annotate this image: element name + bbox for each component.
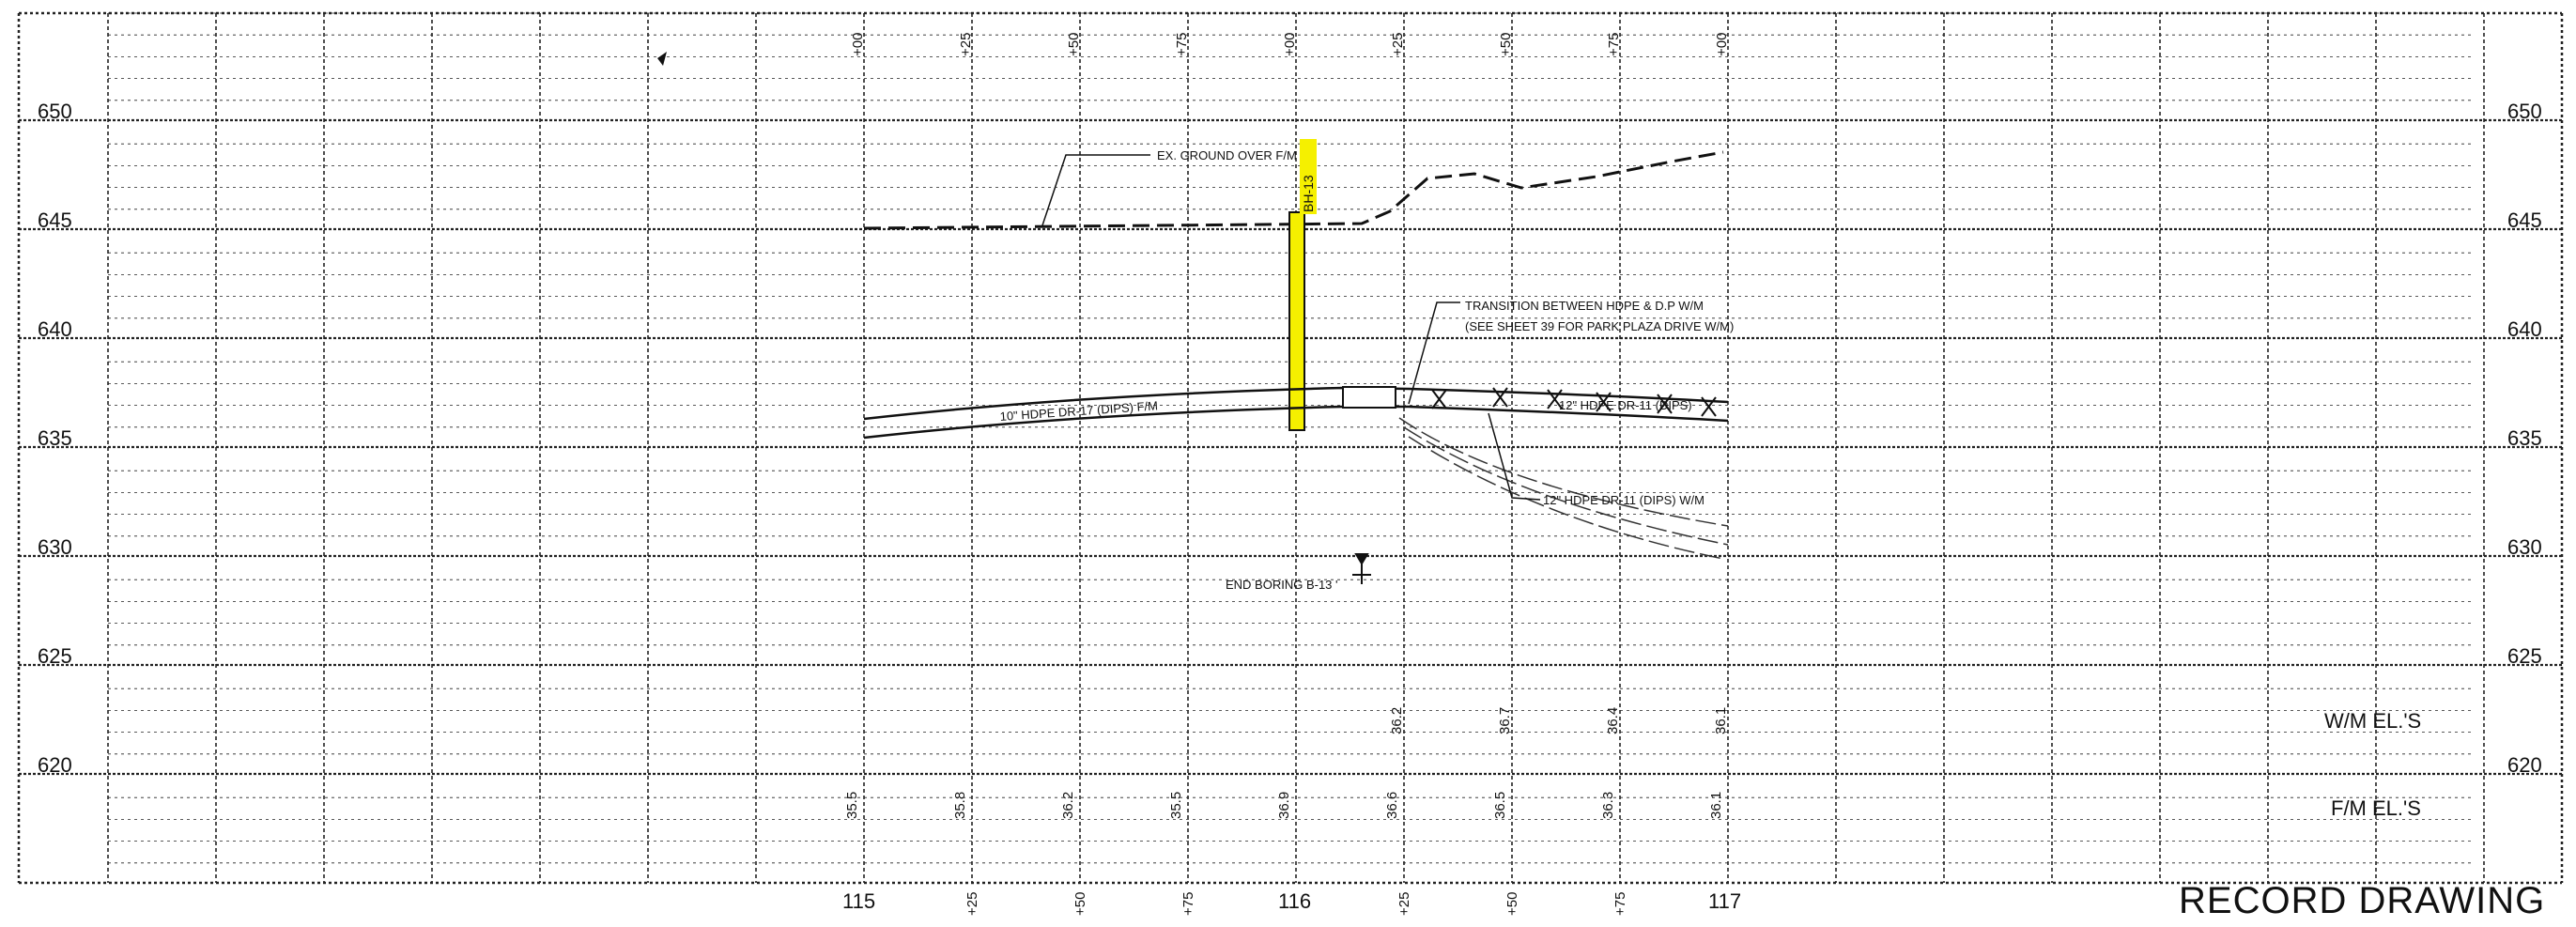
fm-elevation-value: 36.5 xyxy=(1492,792,1508,819)
end-boring-note: END BORING B-13 ' xyxy=(1226,578,1338,592)
force-main-pipe-top xyxy=(863,386,1729,421)
boring-tag-highlight xyxy=(1300,139,1317,214)
station-tick-label: +50 xyxy=(1066,33,1082,56)
fm-elevation-value: 36.2 xyxy=(1060,792,1076,819)
lower-wm-leader-line xyxy=(1488,412,1541,501)
elevation-label: 630 xyxy=(2507,535,2542,559)
station-tick-label: +25 xyxy=(1396,892,1412,916)
fm-elevation-value: 36.6 xyxy=(1384,792,1400,819)
bottom-station-labels: 115 116 117 +25 +50 +75 +25 +50 +75 xyxy=(842,889,1741,916)
station-label: 116 xyxy=(1278,889,1311,913)
fm-elevation-value: 35.5 xyxy=(844,792,860,819)
wm-elevation-value: 36.2 xyxy=(1389,707,1405,734)
wm-elevation-value: 36.7 xyxy=(1497,707,1513,734)
elevation-label: 625 xyxy=(38,644,72,668)
fm-elevation-value: 35.5 xyxy=(1168,792,1184,819)
record-drawing-stamp: RECORD DRAWING xyxy=(2179,880,2545,921)
fm-elevation-value: 35.8 xyxy=(952,792,968,819)
fm-elevation-value: 36.1 xyxy=(1708,792,1724,819)
station-tick-label: +00 xyxy=(1714,33,1730,56)
station-tick-label: +75 xyxy=(1174,33,1190,56)
station-tick-label: +75 xyxy=(1606,33,1622,56)
station-label: 115 xyxy=(842,889,875,913)
elevation-labels-left: 650 645 640 635 630 625 620 xyxy=(38,100,72,777)
elevation-label: 620 xyxy=(38,753,72,777)
transition-note-line2: (SEE SHEET 39 FOR PARK PLAZA DRIVE W/M) xyxy=(1465,319,1734,333)
boring-tag-label: BH-13 xyxy=(1301,175,1316,212)
boring-log-column xyxy=(1288,211,1305,431)
water-main-crossings xyxy=(1431,387,1717,417)
fm-row-label: F/M EL.'S xyxy=(2331,796,2421,820)
force-main-pipe-bottom xyxy=(863,405,1729,440)
wm-elevation-row: 36.2 36.7 36.4 36.1 W/M EL.'S xyxy=(1389,707,2421,734)
station-tick-label: +00 xyxy=(850,33,866,56)
station-tick-label: +75 xyxy=(1612,892,1628,916)
wm-elevation-value: 36.1 xyxy=(1713,707,1729,734)
station-tick-label: +00 xyxy=(1282,33,1298,56)
station-tick-label: +50 xyxy=(1072,892,1088,916)
top-station-ticks: +00 +25 +50 +75 +00 +25 +50 +75 +00 xyxy=(850,33,1730,56)
ground-note: EX. GROUND OVER F/M xyxy=(1157,148,1297,162)
station-tick-label: +25 xyxy=(1390,33,1406,56)
elevation-label: 645 xyxy=(38,209,72,232)
wm-elevation-value: 36.4 xyxy=(1605,707,1621,734)
fm-elevation-value: 36.9 xyxy=(1276,792,1292,819)
elevation-label: 635 xyxy=(38,426,72,450)
tick-mark xyxy=(657,52,667,66)
transition-note-line1: TRANSITION BETWEEN HDPE & D.P W/M xyxy=(1465,299,1704,313)
fm-elevation-value: 36.3 xyxy=(1600,792,1616,819)
station-tick-label: +25 xyxy=(964,892,980,916)
elevation-label: 650 xyxy=(2507,100,2542,123)
elevation-label: 620 xyxy=(2507,753,2542,777)
elevation-label: 635 xyxy=(2507,426,2542,450)
end-boring-symbol xyxy=(1352,553,1371,584)
elevation-labels-right: 650 645 640 635 630 625 620 xyxy=(2507,100,2542,777)
station-tick-label: +25 xyxy=(958,33,974,56)
elevation-label: 625 xyxy=(2507,644,2542,668)
station-tick-label: +50 xyxy=(1498,33,1514,56)
elevation-label: 630 xyxy=(38,535,72,559)
ground-leader-line xyxy=(1041,154,1150,226)
lower-water-main xyxy=(1398,417,1729,560)
station-tick-label: +75 xyxy=(1180,892,1196,916)
wm-pipe-upper-label: 12" HDPE DR-11 (DIPS) xyxy=(1559,398,1692,412)
existing-ground-line xyxy=(863,150,1724,230)
elevation-label: 640 xyxy=(2507,317,2542,341)
pipe-fitting xyxy=(1342,386,1396,409)
elevation-label: 640 xyxy=(38,317,72,341)
transition-leader-line xyxy=(1408,301,1460,405)
station-tick-label: +50 xyxy=(1504,892,1520,916)
wm-row-label: W/M EL.'S xyxy=(2324,709,2421,733)
elevation-label: 645 xyxy=(2507,209,2542,232)
profile-grid xyxy=(17,11,2564,885)
fm-elevation-row: 35.5 35.8 36.2 35.5 36.9 36.6 36.5 36.3 … xyxy=(844,792,2421,820)
elevation-label: 650 xyxy=(38,100,72,123)
station-label: 117 xyxy=(1708,889,1741,913)
wm-pipe-lower-label: 12" HDPE DR-11 (DIPS) W/M xyxy=(1543,493,1704,507)
